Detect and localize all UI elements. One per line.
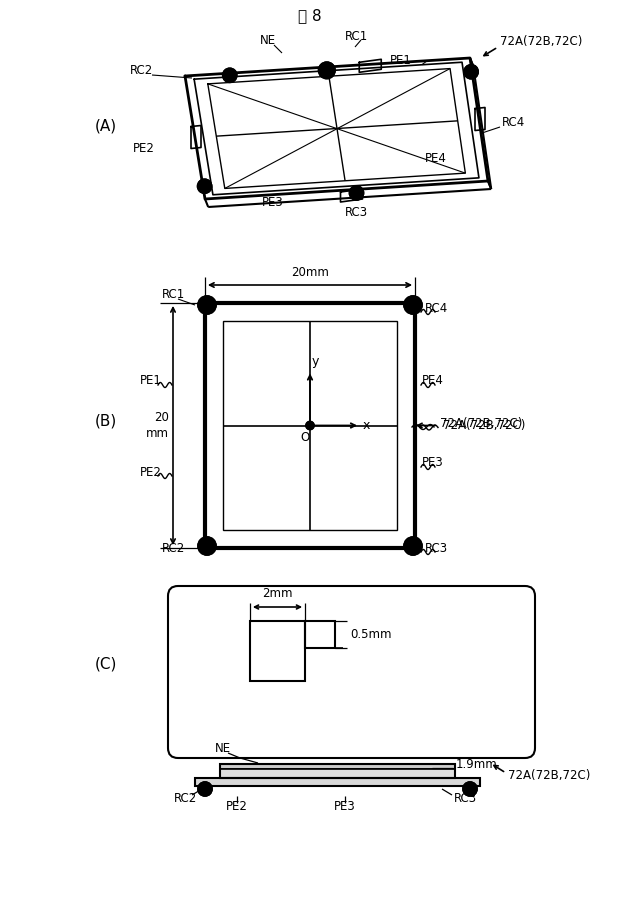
Text: PE4: PE4 [425,152,447,166]
Text: O: O [300,431,310,444]
Text: (C): (C) [95,657,117,671]
Circle shape [198,537,216,555]
Text: RC2: RC2 [130,64,153,78]
Circle shape [198,180,212,193]
Text: 72A(72B,72C): 72A(72B,72C) [440,417,522,430]
Text: 2mm: 2mm [262,587,292,600]
Circle shape [464,65,478,79]
Text: PE2: PE2 [140,465,162,478]
Text: (A): (A) [95,118,117,134]
Text: RC2: RC2 [162,541,185,554]
Text: NE: NE [260,34,276,47]
Text: PE2: PE2 [133,141,155,155]
Text: RC2: RC2 [174,791,197,804]
Text: PE4: PE4 [422,375,444,387]
Text: RC4: RC4 [502,116,525,129]
Circle shape [463,782,477,796]
Text: PE1: PE1 [390,53,412,67]
Text: PE1: PE1 [140,375,162,387]
Text: 1.9mm: 1.9mm [456,758,498,770]
Circle shape [223,69,237,82]
Text: 20: 20 [154,411,169,424]
Text: NE: NE [215,743,231,756]
Text: x: x [363,419,371,432]
Text: PE3: PE3 [334,800,356,812]
Bar [220,764,455,778]
Bar [250,621,305,681]
Bar [223,321,397,530]
Text: PE3: PE3 [262,195,284,209]
Bar [220,764,455,769]
Text: 72A(72B,72C): 72A(72B,72C) [500,35,582,48]
Circle shape [198,782,212,796]
Text: RC3: RC3 [345,206,368,220]
Circle shape [404,296,422,314]
Text: mm: mm [146,427,169,440]
Text: 72A(72B,72C): 72A(72B,72C) [508,769,590,782]
Text: 0.5mm: 0.5mm [350,628,392,641]
Text: RC3: RC3 [425,541,448,554]
Text: RC1: RC1 [162,288,185,300]
Text: 20mm: 20mm [291,266,329,279]
Text: RC3: RC3 [454,791,477,804]
Bar [220,769,455,778]
FancyBboxPatch shape [168,586,535,758]
Text: PE3: PE3 [422,456,444,470]
Bar [205,303,415,548]
Bar [195,778,480,786]
Text: 72A(72B,72C): 72A(72B,72C) [443,419,525,432]
Bar [305,621,335,648]
Circle shape [404,537,422,555]
Circle shape [319,62,335,79]
Text: RC1: RC1 [345,29,368,42]
Circle shape [306,421,314,430]
Text: PE2: PE2 [226,800,248,812]
Circle shape [198,296,216,314]
Text: (B): (B) [95,413,117,429]
Text: RC4: RC4 [425,301,448,314]
Text: 図 8: 図 8 [298,8,322,24]
Circle shape [349,186,364,200]
Text: y: y [312,354,319,367]
